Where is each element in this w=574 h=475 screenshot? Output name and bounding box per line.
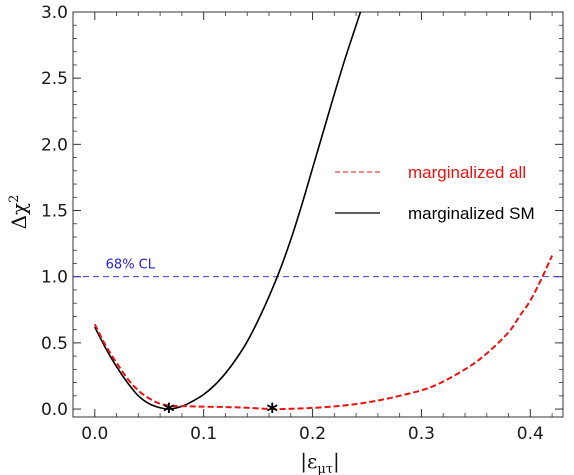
y-axis-label-main: Δχ <box>7 203 31 230</box>
markers-group: * * <box>163 400 278 425</box>
legend-label: marginalized all <box>408 163 526 182</box>
minimum-star-marker: * <box>163 400 175 425</box>
legend: marginalized all marginalized SM <box>335 163 535 223</box>
series-line-marginalized-all <box>93 255 554 411</box>
series-line-marginalized-sm <box>94 11 362 410</box>
reference-line-group: 68% CL <box>73 258 563 278</box>
x-axis-label-sub: μτ <box>317 462 333 475</box>
y-tick-label: 2.0 <box>41 135 68 155</box>
y-axis-label: Δχ2 <box>7 195 31 230</box>
y-tick-label: 2.5 <box>41 69 68 89</box>
y-tick-label: 0.0 <box>41 400 68 420</box>
x-axis-label-end: | <box>333 449 340 474</box>
x-tick-label: 0.1 <box>190 424 217 444</box>
plot-frame <box>72 11 564 418</box>
reference-line-label: 68% CL <box>106 258 156 273</box>
legend-label: marginalized SM <box>408 204 535 223</box>
y-tick-label: 1.5 <box>41 202 68 222</box>
series-group <box>93 11 554 411</box>
x-axis-label-main: |ε <box>300 449 317 474</box>
y-tick-label: 0.5 <box>41 334 68 354</box>
x-tick-label: 0.3 <box>408 424 435 444</box>
x-axis-label: |εμτ| <box>300 449 340 475</box>
x-tick-label: 0.4 <box>517 424 544 444</box>
y-tick-label: 1.0 <box>41 268 68 288</box>
minimum-star-marker: * <box>267 400 279 425</box>
x-tick-label: 0.0 <box>81 424 108 444</box>
y-tick-label: 3.0 <box>41 3 68 23</box>
axis-ticks: 0.0 0.1 0.2 0.3 0.4 0.0 0.5 1.0 1.5 2.0 2.5 3.0 <box>41 3 563 444</box>
plot-border <box>72 11 564 418</box>
x-tick-label: 0.2 <box>299 424 326 444</box>
y-axis-label-sup: 2 <box>7 195 22 203</box>
